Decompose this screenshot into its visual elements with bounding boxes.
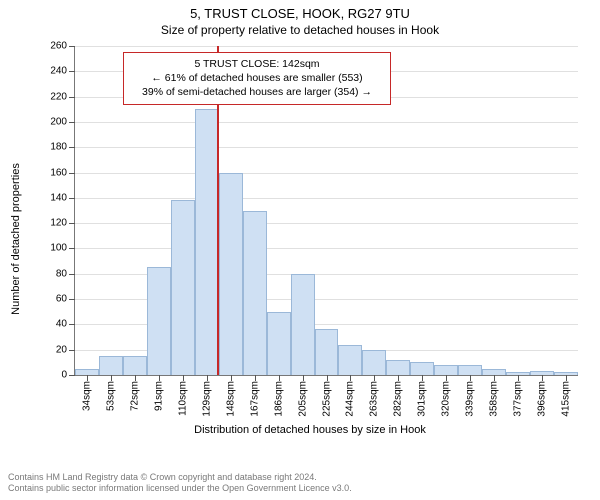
x-tick-label: 91sqm: [153, 381, 164, 411]
y-tick-label: 200: [50, 116, 67, 127]
histogram-bar: [267, 312, 291, 375]
x-tick-label: 225sqm: [321, 381, 332, 417]
callout-box: 5 TRUST CLOSE: 142sqm ← 61% of detached …: [123, 52, 391, 105]
histogram-bar: [219, 173, 243, 375]
histogram-bar: [243, 211, 267, 376]
footer-line-1: Contains HM Land Registry data © Crown c…: [8, 472, 352, 483]
x-tick-label: 72sqm: [129, 381, 140, 411]
plot-area: 02040608010012014016018020022024026034sq…: [74, 46, 578, 376]
gridline: [75, 173, 578, 174]
y-tick: [69, 46, 75, 47]
y-tick: [69, 350, 75, 351]
y-tick-label: 220: [50, 91, 67, 102]
y-tick-label: 100: [50, 243, 67, 254]
y-tick: [69, 248, 75, 249]
y-tick: [69, 71, 75, 72]
chart-container: Number of detached properties 0204060801…: [30, 44, 590, 434]
gridline: [75, 198, 578, 199]
x-tick-label: 301sqm: [417, 381, 428, 417]
gridline: [75, 248, 578, 249]
histogram-bar: [410, 362, 434, 375]
y-tick: [69, 375, 75, 376]
page-title: 5, TRUST CLOSE, HOOK, RG27 9TU: [0, 6, 600, 21]
page-subtitle: Size of property relative to detached ho…: [0, 23, 600, 37]
histogram-bar: [386, 360, 410, 375]
y-tick-label: 80: [56, 268, 67, 279]
x-tick-label: 244sqm: [345, 381, 356, 417]
histogram-bar: [99, 356, 123, 375]
y-tick-label: 40: [56, 319, 67, 330]
gridline: [75, 147, 578, 148]
y-tick: [69, 147, 75, 148]
x-tick-label: 110sqm: [177, 381, 188, 416]
x-tick-label: 339sqm: [465, 381, 476, 417]
histogram-bar: [195, 109, 219, 375]
x-tick-label: 205sqm: [297, 381, 308, 417]
footer-line-2: Contains public sector information licen…: [8, 483, 352, 494]
y-tick-label: 240: [50, 66, 67, 77]
y-tick: [69, 97, 75, 98]
histogram-bar: [315, 329, 339, 375]
y-tick: [69, 173, 75, 174]
x-tick-label: 34sqm: [81, 381, 92, 411]
y-tick-label: 60: [56, 294, 67, 305]
x-tick-label: 167sqm: [249, 381, 260, 417]
histogram-bar: [171, 200, 195, 375]
y-axis-label: Number of detached properties: [10, 163, 22, 315]
x-tick-label: 148sqm: [225, 381, 236, 417]
gridline: [75, 223, 578, 224]
histogram-bar: [123, 356, 147, 375]
y-tick-label: 260: [50, 41, 67, 52]
x-tick-label: 282sqm: [393, 381, 404, 417]
y-tick-label: 180: [50, 142, 67, 153]
histogram-bar: [434, 365, 458, 375]
x-tick-label: 320sqm: [441, 381, 452, 417]
histogram-bar: [362, 350, 386, 375]
y-tick-label: 140: [50, 192, 67, 203]
y-tick: [69, 198, 75, 199]
x-tick-label: 186sqm: [273, 381, 284, 417]
y-tick-label: 160: [50, 167, 67, 178]
histogram-bar: [338, 345, 362, 375]
y-tick: [69, 324, 75, 325]
x-tick-label: 396sqm: [537, 381, 548, 417]
x-tick-label: 129sqm: [201, 381, 212, 417]
callout-line-1: 5 TRUST CLOSE: 142sqm: [132, 57, 382, 71]
y-tick: [69, 223, 75, 224]
y-tick: [69, 299, 75, 300]
x-axis-label: Distribution of detached houses by size …: [194, 424, 426, 436]
y-tick: [69, 122, 75, 123]
footer-attribution: Contains HM Land Registry data © Crown c…: [8, 472, 352, 495]
gridline: [75, 122, 578, 123]
callout-line-3: 39% of semi-detached houses are larger (…: [132, 85, 382, 99]
histogram-bar: [147, 267, 171, 375]
y-tick-label: 120: [50, 218, 67, 229]
y-tick-label: 0: [61, 370, 67, 381]
x-tick-label: 415sqm: [561, 381, 572, 417]
x-tick-label: 53sqm: [105, 381, 116, 411]
x-tick-label: 263sqm: [369, 381, 380, 417]
histogram-bar: [291, 274, 315, 375]
y-tick-label: 20: [56, 344, 67, 355]
histogram-bar: [458, 365, 482, 375]
x-tick-label: 377sqm: [513, 381, 524, 417]
callout-line-2: ← 61% of detached houses are smaller (55…: [132, 71, 382, 85]
y-tick: [69, 274, 75, 275]
gridline: [75, 46, 578, 47]
x-tick-label: 358sqm: [489, 381, 500, 417]
